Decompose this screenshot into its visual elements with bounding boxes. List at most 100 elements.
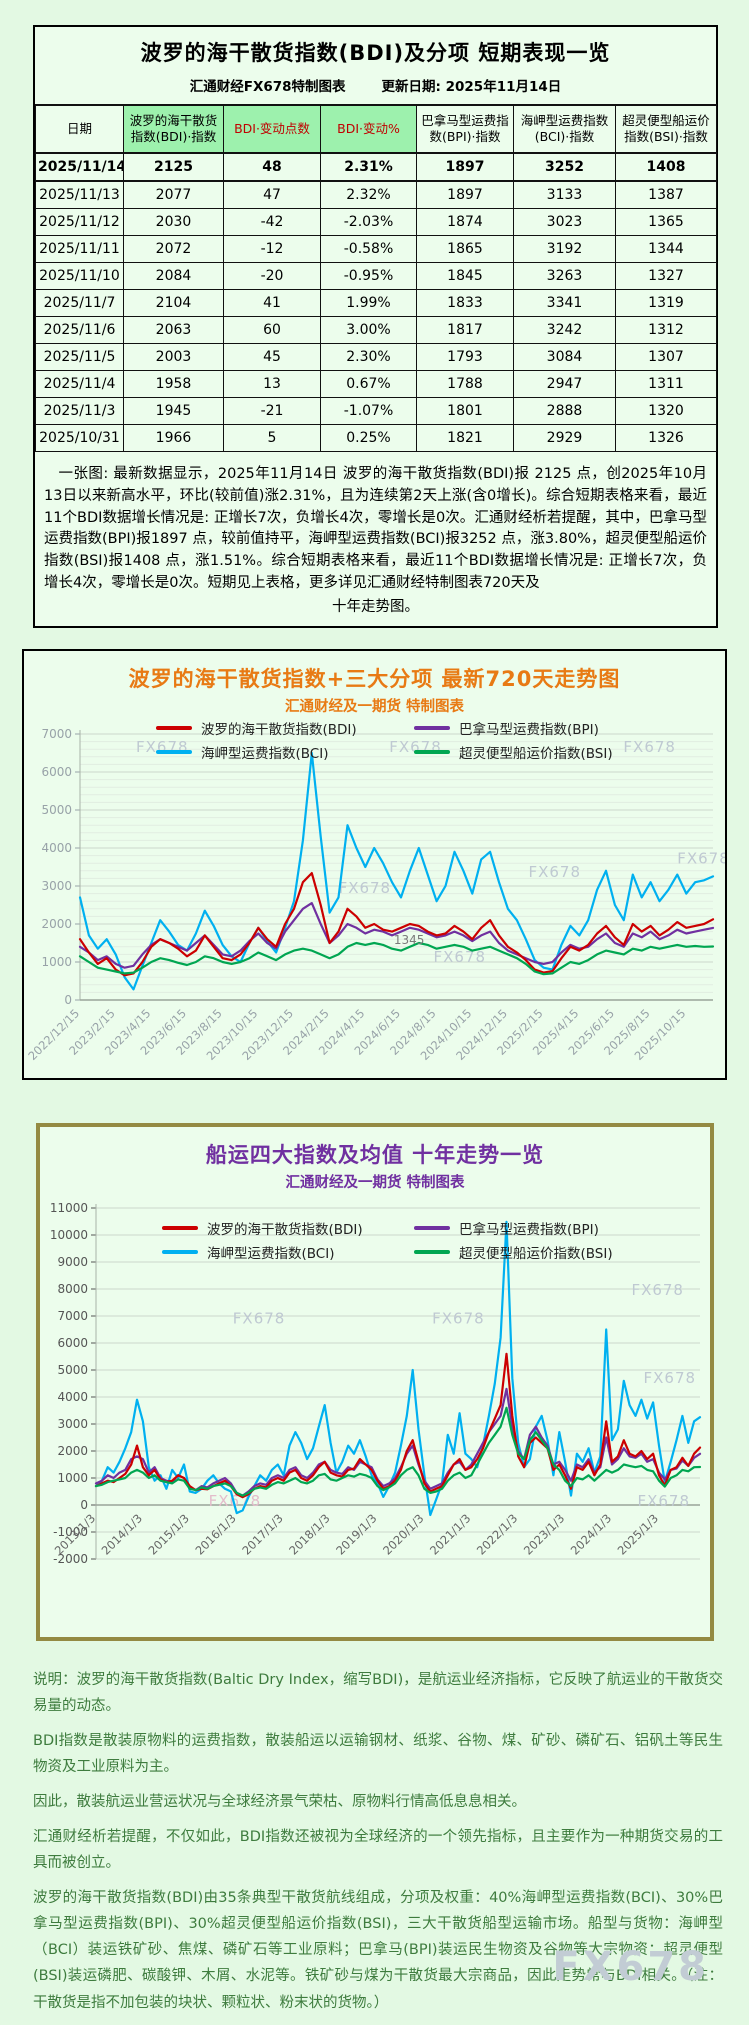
column-header: 波罗的海干散货指数(BDI)·指数	[123, 104, 224, 154]
chart-watermark: FX678	[432, 1309, 485, 1327]
table-body: 2025/11/14 2125 48 2.31% 1897 3252 1408 2025/11…	[35, 152, 717, 452]
chart-watermark: FX678	[644, 1368, 697, 1386]
table-summary: 一张图: 最新数据显示，2025年11月14日 波罗的海干散货指数(BDI)报 …	[44, 466, 707, 591]
table-cell: 2025/11/7	[35, 289, 124, 317]
table-cell: 2025/11/3	[35, 397, 124, 425]
chart-annotation: 1345	[394, 932, 425, 946]
legend-label: 海岬型运费指数(BCI)	[207, 1245, 335, 1262]
table-cell: 1966	[123, 424, 224, 452]
svg-text:2022/1/3: 2022/1/3	[474, 1511, 520, 1557]
table-cell: -20	[223, 262, 321, 290]
svg-text:9000: 9000	[57, 1255, 88, 1269]
table-cell: 3341	[513, 289, 616, 317]
table-cell: 1958	[123, 370, 224, 398]
table-cell: -0.58%	[320, 235, 417, 263]
chart-watermark: FX678	[677, 849, 725, 867]
table-cell: 2025/11/5	[35, 343, 124, 371]
footer-paragraph: 汇通财经析若提醒，不仅如此，BDI指数还被视为全球经济的一个领先指标，且主要作为…	[33, 1828, 723, 1872]
svg-text:2019/1/3: 2019/1/3	[333, 1511, 379, 1557]
svg-text:2020/1/3: 2020/1/3	[380, 1511, 426, 1557]
legend-item: 超灵便型船运价指数(BSI)	[414, 742, 672, 762]
column-header: BDI·变动%	[320, 104, 417, 154]
table-subtitle: 汇通财经FX678特制图表 更新日期: 2025年11月14日	[35, 75, 716, 95]
legend-label: 波罗的海干散货指数(BDI)	[201, 721, 357, 738]
svg-text:2014/1/3: 2014/1/3	[99, 1511, 145, 1557]
svg-text:5000: 5000	[41, 803, 72, 817]
chart-watermark: FX678	[339, 878, 392, 896]
legend-item: 海岬型运费指数(BCI)	[162, 1242, 414, 1262]
table-cell: 3133	[513, 180, 616, 209]
table-cell: 2072	[123, 235, 224, 263]
table-row: 2025/10/31 1966 5 0.25% 1821 2929 1326	[35, 424, 717, 452]
svg-text:2015/1/3: 2015/1/3	[146, 1511, 192, 1557]
legend-line-swatch	[156, 749, 192, 754]
svg-text:2025/1/3: 2025/1/3	[615, 1511, 661, 1557]
table-cell: 3252	[513, 152, 616, 182]
table-cell: 2.30%	[320, 343, 417, 371]
chart-watermark: FX678	[233, 1309, 286, 1327]
table-cell: 2025/11/4	[35, 370, 124, 398]
table-cell: 2.32%	[320, 180, 417, 209]
chart-watermark: FX678	[637, 1491, 690, 1509]
table-cell: 1865	[416, 235, 514, 263]
svg-text:2018/1/3: 2018/1/3	[286, 1511, 332, 1557]
table-cell: 2003	[123, 343, 224, 371]
series-line	[78, 941, 715, 975]
chart-720day-legend: 波罗的海干散货指数(BDI) 巴拿马型运费指数(BPI) 海岬型运费指数(BCI) 超…	[156, 718, 672, 762]
table-cell: 0.67%	[320, 370, 417, 398]
table-cell: 1344	[615, 235, 717, 263]
svg-text:0: 0	[80, 1498, 88, 1512]
svg-text:2000: 2000	[41, 917, 72, 931]
table-cell: 1319	[615, 289, 717, 317]
table-cell: 1408	[615, 152, 717, 182]
svg-text:-2000: -2000	[53, 1552, 88, 1566]
legend-item: 超灵便型船运价指数(BSI)	[414, 1242, 666, 1262]
table-cell: 1793	[416, 343, 514, 371]
table-title: 波罗的海干散货指数(BDI)及分项 短期表现一览	[140, 41, 611, 65]
page-watermark: FX678	[552, 1943, 709, 1990]
table-cell: 1874	[416, 208, 514, 236]
table-cell: 1897	[416, 152, 514, 182]
table-cell: 1327	[615, 262, 717, 290]
table-row: 2025/11/14 2125 48 2.31% 1897 3252 1408	[35, 152, 717, 182]
footer-paragraph: 说明：波罗的海干散货指数(Baltic Dry Index，缩写BDI)，是航运…	[33, 1671, 723, 1714]
table-cell: 0.25%	[320, 424, 417, 452]
table-cell: -0.95%	[320, 262, 417, 290]
table-cell: 2.31%	[320, 152, 417, 182]
table-row: 2025/11/6 2063 60 3.00% 1817 3242 1312	[35, 316, 717, 344]
table-cell: 2063	[123, 316, 224, 344]
page: { "page": { "watermark": "FX678" }, "tab…	[0, 25, 749, 2016]
table-cell: 1945	[123, 397, 224, 425]
table-cell: 2025/11/13	[35, 180, 124, 209]
table-update-date: 更新日期: 2025年11月14日	[381, 79, 562, 95]
table-cell: 2025/11/6	[35, 316, 124, 344]
legend-item: 波罗的海干散货指数(BDI)	[162, 1218, 414, 1238]
column-header: 巴拿马型运费指数(BPI)·指数	[416, 104, 514, 154]
series-line	[78, 871, 715, 976]
legend-line-swatch	[162, 1249, 198, 1254]
table-cell: 1311	[615, 370, 717, 398]
table-cell: -2.03%	[320, 208, 417, 236]
table-row: 2025/11/11 2072 -12 -0.58% 1865 3192 1344	[35, 235, 717, 263]
table-cell: -12	[223, 235, 321, 263]
svg-text:-1000: -1000	[53, 1525, 88, 1539]
chart-10year-panel: 船运四大指数及均值 十年走势一览 汇通财经及一期货 特制图表 -2000 -100…	[36, 1122, 714, 1641]
table-cell: 5	[223, 424, 321, 452]
chart-720day-svg: 010002000300040005000600070002022/12/152…	[25, 727, 725, 1063]
table-cell: 2025/11/10	[35, 262, 124, 290]
table-cell: 2030	[123, 208, 224, 236]
table-cell: 1.99%	[320, 289, 417, 317]
legend-line-swatch	[156, 725, 192, 730]
svg-text:7000: 7000	[41, 727, 72, 741]
legend-item: 巴拿马型运费指数(BPI)	[414, 1218, 666, 1238]
chart-10year-subtitle: 汇通财经及一期货 特制图表	[285, 1174, 465, 1191]
table-cell: -21	[223, 397, 321, 425]
table-cell: 3263	[513, 262, 616, 290]
table-cell: 1845	[416, 262, 514, 290]
chart-watermark: FX678	[528, 863, 581, 881]
svg-text:10000: 10000	[50, 1228, 88, 1242]
table-cell: -1.07%	[320, 397, 417, 425]
svg-text:0: 0	[64, 993, 72, 1007]
chart-10year-title: 船运四大指数及均值 十年走势一览	[205, 1142, 545, 1167]
table-cell: 1801	[416, 397, 514, 425]
